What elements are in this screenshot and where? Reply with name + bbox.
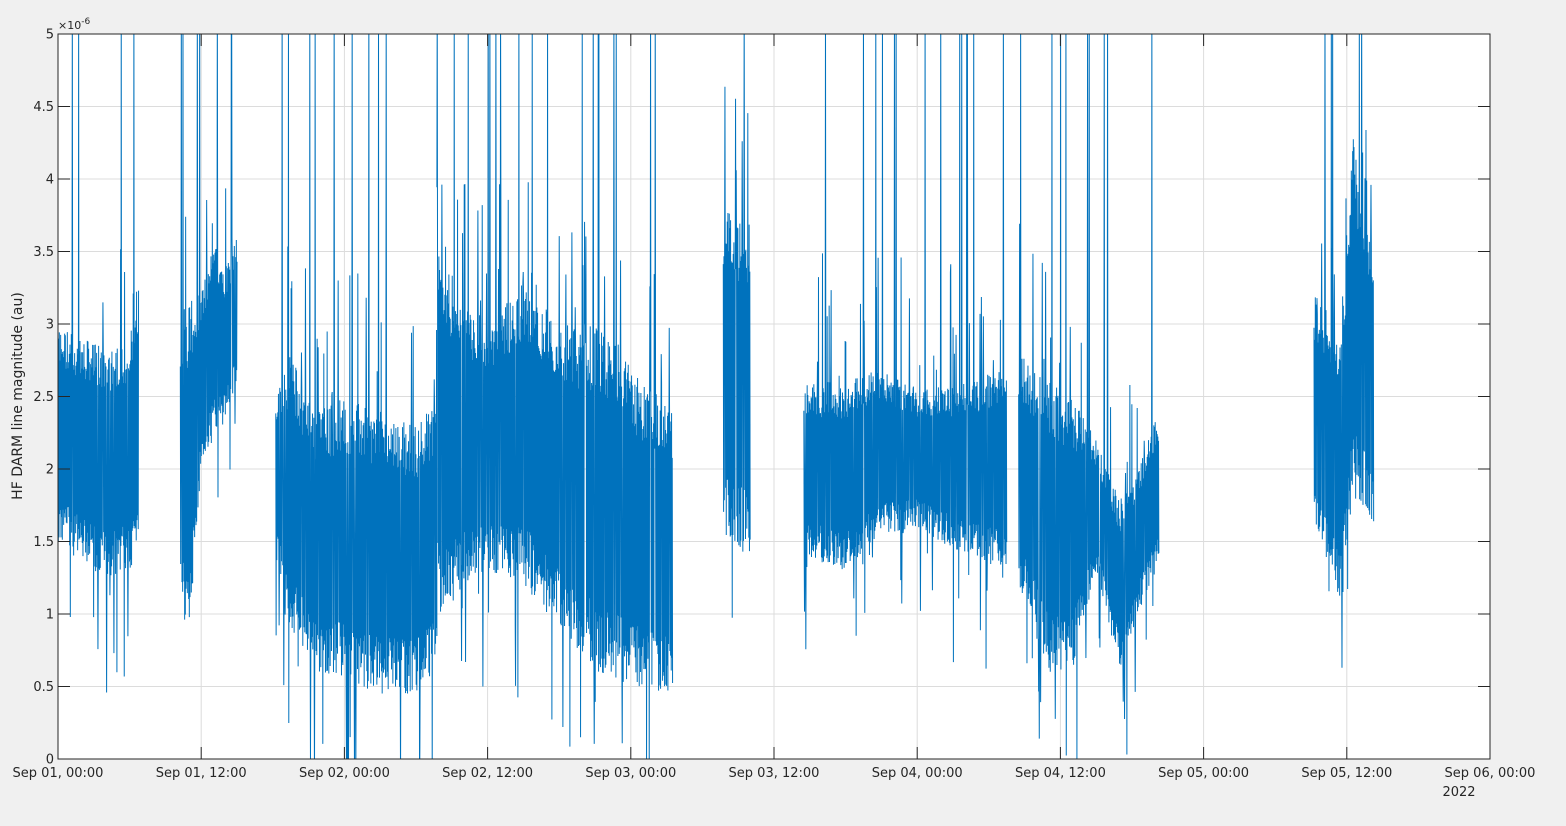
- y-tick-label: 3.5: [33, 245, 54, 260]
- x-secondary-label: 2022: [1442, 785, 1475, 800]
- series-segment: [1313, 34, 1375, 668]
- y-axis-label: HF DARM line magnitude (au): [10, 292, 26, 500]
- series-segment: [803, 34, 1008, 669]
- labels: ×10-6 HF DARM line magnitude (au) 2022: [10, 17, 1476, 800]
- x-tick-label: Sep 03, 12:00: [729, 766, 820, 781]
- y-tick-label: 0.5: [33, 680, 54, 695]
- x-tick-label: Sep 05, 00:00: [1158, 766, 1249, 781]
- y-exponent-label: ×10-6: [58, 17, 90, 32]
- series-segment: [58, 34, 140, 693]
- x-tick-label: Sep 06, 00:00: [1445, 766, 1536, 781]
- data-layer: [58, 34, 1375, 759]
- series-segment: [436, 34, 674, 759]
- y-tick-label: 3: [46, 318, 54, 333]
- x-tick-label: Sep 02, 00:00: [299, 766, 390, 781]
- y-tick-label: 1: [46, 608, 54, 623]
- x-tick-label: Sep 04, 12:00: [1015, 766, 1106, 781]
- y-exponent-power: -6: [81, 17, 90, 27]
- y-tick-label: 4.5: [33, 100, 54, 115]
- series-segment: [179, 34, 238, 620]
- x-tick-label: Sep 01, 12:00: [156, 766, 247, 781]
- series-segment: [1018, 34, 1160, 759]
- ticks: Sep 01, 00:00 Sep 01, 12:00 Sep 02, 00:00 S…: [13, 28, 1536, 782]
- x-tick-label: Sep 04, 00:00: [872, 766, 963, 781]
- series-segment: [275, 34, 438, 759]
- y-tick-label: 4: [46, 173, 54, 188]
- x-tick-label: Sep 05, 12:00: [1301, 766, 1392, 781]
- series-segment: [722, 34, 751, 618]
- y-exponent-base: ×10: [58, 19, 81, 32]
- x-tick-label: Sep 02, 12:00: [442, 766, 533, 781]
- x-tick-label: Sep 03, 00:00: [585, 766, 676, 781]
- y-tick-label: 2.5: [33, 390, 54, 405]
- x-tick-label: Sep 01, 00:00: [13, 766, 104, 781]
- y-tick-label: 5: [46, 28, 54, 43]
- y-tick-label: 2: [46, 463, 54, 478]
- y-tick-label: 0: [46, 753, 54, 768]
- y-tick-label: 1.5: [33, 535, 54, 550]
